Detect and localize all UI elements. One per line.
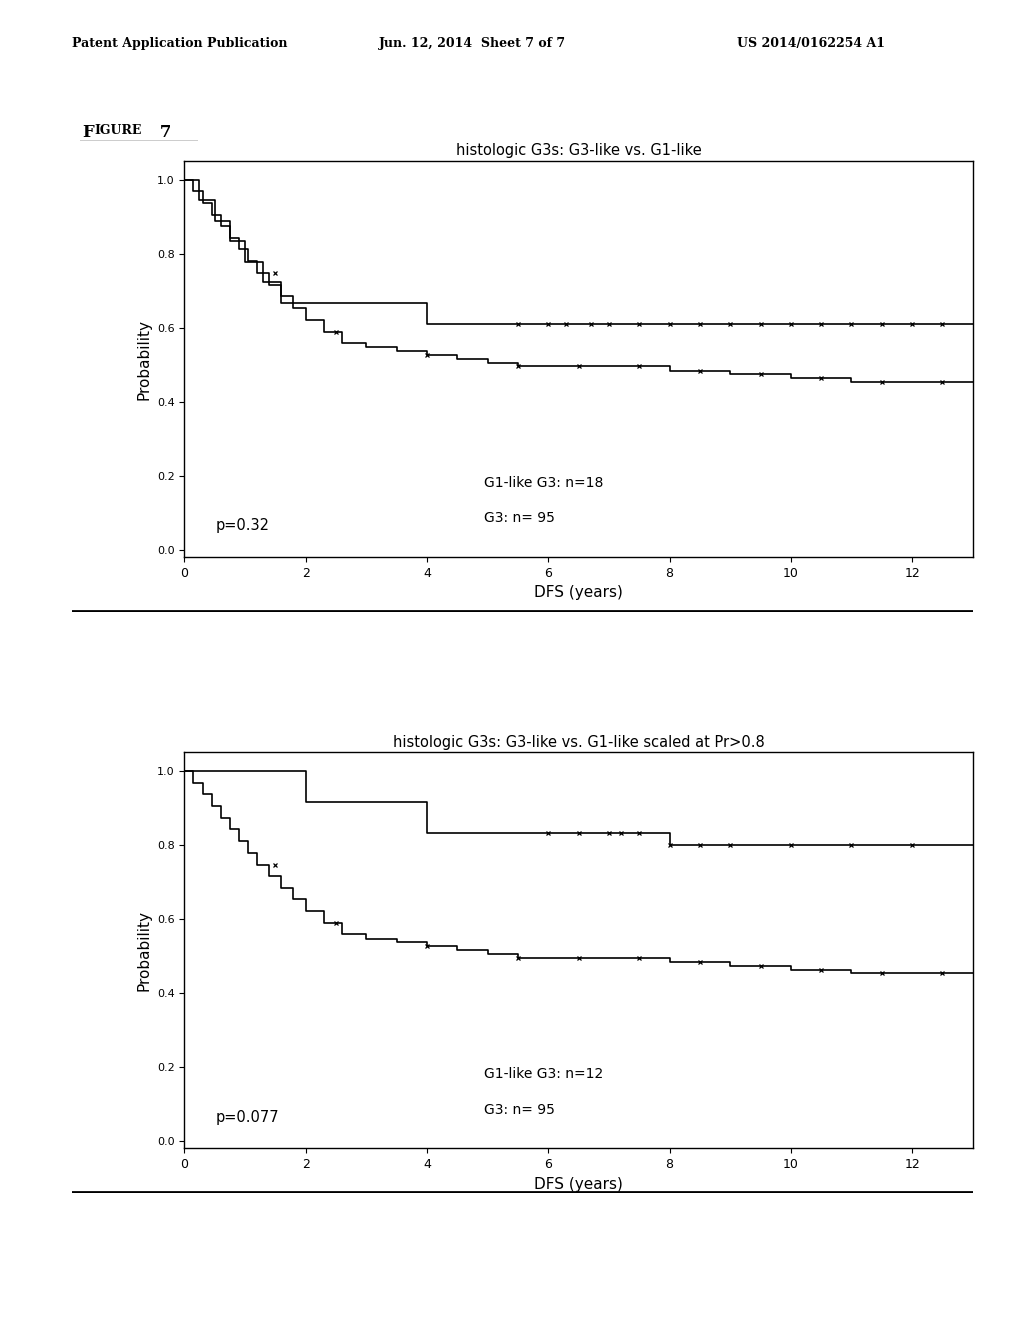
Text: Patent Application Publication: Patent Application Publication xyxy=(72,37,287,50)
Text: G1-like G3: n=12: G1-like G3: n=12 xyxy=(484,1067,603,1081)
Y-axis label: Probability: Probability xyxy=(136,909,152,991)
Text: IGURE: IGURE xyxy=(94,124,141,137)
Title: histologic G3s: G3-like vs. G1-like: histologic G3s: G3-like vs. G1-like xyxy=(456,144,701,158)
Y-axis label: Probability: Probability xyxy=(136,318,152,400)
Text: Jun. 12, 2014  Sheet 7 of 7: Jun. 12, 2014 Sheet 7 of 7 xyxy=(379,37,566,50)
Text: p=0.32: p=0.32 xyxy=(216,519,270,533)
Text: G3: n= 95: G3: n= 95 xyxy=(484,511,555,525)
Text: G1-like G3: n=18: G1-like G3: n=18 xyxy=(484,475,603,490)
Text: 7: 7 xyxy=(154,124,171,141)
X-axis label: DFS (years): DFS (years) xyxy=(535,585,623,601)
X-axis label: DFS (years): DFS (years) xyxy=(535,1176,623,1192)
Text: G3: n= 95: G3: n= 95 xyxy=(484,1102,555,1117)
Text: p=0.077: p=0.077 xyxy=(216,1110,280,1125)
Title: histologic G3s: G3-like vs. G1-like scaled at Pr>0.8: histologic G3s: G3-like vs. G1-like scal… xyxy=(392,735,765,750)
Text: F: F xyxy=(82,124,93,141)
Text: US 2014/0162254 A1: US 2014/0162254 A1 xyxy=(737,37,886,50)
